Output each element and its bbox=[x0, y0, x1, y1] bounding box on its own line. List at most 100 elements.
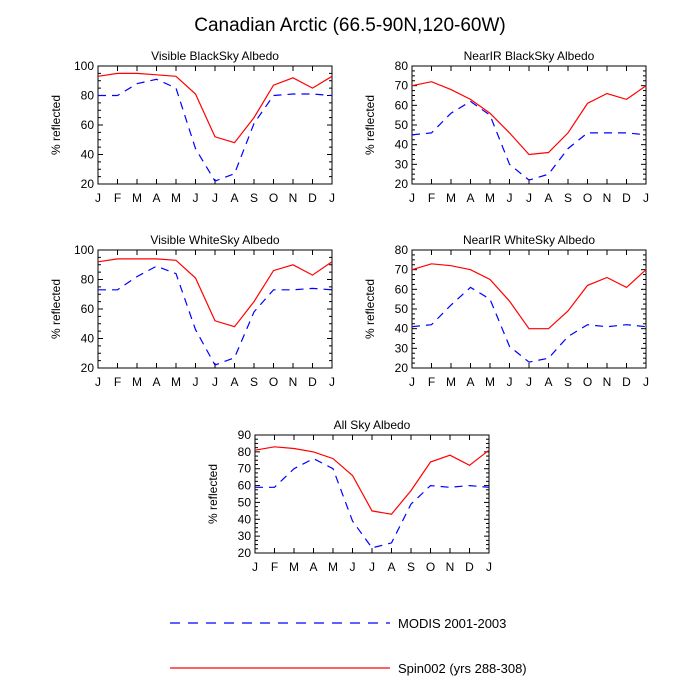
series-line bbox=[97, 72, 333, 144]
x-tick-label: J bbox=[329, 375, 335, 389]
panel-title: All Sky Albedo bbox=[334, 418, 411, 432]
series-line bbox=[98, 78, 333, 182]
x-tick-label: N bbox=[446, 560, 455, 574]
y-axis-label: % reflected bbox=[49, 279, 63, 339]
x-tick-label: J bbox=[193, 191, 199, 205]
x-tick-label: A bbox=[230, 375, 238, 389]
x-tick-label: A bbox=[152, 191, 160, 205]
x-tick-label: F bbox=[114, 375, 121, 389]
x-tick-label: N bbox=[289, 191, 298, 205]
x-tick-label: J bbox=[252, 560, 258, 574]
x-tick-label: J bbox=[369, 560, 375, 574]
plot-frame bbox=[254, 434, 490, 554]
x-tick-label: A bbox=[152, 375, 160, 389]
x-tick-label: N bbox=[603, 191, 612, 205]
x-tick-label: N bbox=[289, 375, 298, 389]
x-tick-label: F bbox=[428, 191, 435, 205]
y-tick-label: 50 bbox=[395, 302, 409, 316]
x-tick-label: N bbox=[603, 375, 612, 389]
x-tick-label: S bbox=[564, 191, 572, 205]
legend-label: Spin002 (yrs 288-308) bbox=[398, 661, 527, 676]
y-tick-label: 20 bbox=[81, 361, 95, 375]
x-tick-label: M bbox=[485, 191, 495, 205]
x-tick-label: J bbox=[486, 560, 492, 574]
x-tick-label: A bbox=[544, 191, 552, 205]
x-tick-label: M bbox=[132, 375, 142, 389]
y-tick-label: 60 bbox=[238, 479, 252, 493]
series-line bbox=[411, 286, 647, 363]
figure-title: Canadian Arctic (66.5-90N,120-60W) bbox=[194, 15, 506, 36]
y-tick-label: 50 bbox=[238, 495, 252, 509]
x-tick-label: A bbox=[230, 191, 238, 205]
y-axis-label: % reflected bbox=[363, 95, 377, 155]
x-tick-label: S bbox=[407, 560, 415, 574]
x-tick-label: O bbox=[269, 375, 278, 389]
x-tick-label: D bbox=[308, 375, 317, 389]
y-tick-label: 40 bbox=[81, 332, 95, 346]
x-tick-label: J bbox=[526, 191, 532, 205]
y-tick-label: 20 bbox=[395, 361, 409, 375]
x-tick-label: J bbox=[350, 560, 356, 574]
x-tick-label: F bbox=[428, 375, 435, 389]
x-tick-label: J bbox=[409, 191, 415, 205]
y-tick-label: 60 bbox=[81, 302, 95, 316]
plot-frame bbox=[97, 65, 333, 185]
series-line bbox=[255, 457, 490, 549]
y-axis-label: % reflected bbox=[206, 464, 220, 524]
x-tick-label: D bbox=[308, 191, 317, 205]
y-tick-label: 70 bbox=[395, 79, 409, 93]
y-tick-label: 100 bbox=[74, 243, 94, 257]
y-tick-label: 60 bbox=[395, 282, 409, 296]
panel-title: NearIR WhiteSky Albedo bbox=[463, 233, 595, 247]
y-tick-label: 60 bbox=[81, 118, 95, 132]
y-tick-label: 40 bbox=[395, 138, 409, 152]
x-tick-label: J bbox=[329, 191, 335, 205]
x-tick-label: M bbox=[485, 375, 495, 389]
x-tick-label: D bbox=[465, 560, 474, 574]
plot-frame bbox=[411, 249, 647, 369]
x-tick-label: M bbox=[132, 191, 142, 205]
series-line bbox=[411, 263, 647, 330]
x-tick-label: M bbox=[446, 375, 456, 389]
series-line bbox=[97, 258, 333, 328]
legend: MODIS 2001-2003 Spin002 (yrs 288-308) bbox=[170, 616, 527, 676]
x-tick-label: M bbox=[446, 191, 456, 205]
x-tick-label: A bbox=[466, 375, 474, 389]
y-tick-label: 30 bbox=[395, 341, 409, 355]
y-tick-label: 40 bbox=[238, 512, 252, 526]
y-tick-label: 80 bbox=[81, 273, 95, 287]
y-tick-label: 80 bbox=[81, 89, 95, 103]
x-tick-label: A bbox=[466, 191, 474, 205]
x-tick-label: M bbox=[328, 560, 338, 574]
x-tick-label: A bbox=[387, 560, 395, 574]
x-tick-label: S bbox=[250, 191, 258, 205]
series-line bbox=[411, 100, 647, 181]
x-tick-label: O bbox=[583, 375, 592, 389]
x-tick-label: A bbox=[544, 375, 552, 389]
y-tick-label: 60 bbox=[395, 98, 409, 112]
y-tick-label: 20 bbox=[395, 177, 409, 191]
panel-title: NearIR BlackSky Albedo bbox=[464, 49, 595, 63]
y-tick-label: 20 bbox=[238, 546, 252, 560]
x-tick-label: O bbox=[269, 191, 278, 205]
y-tick-label: 30 bbox=[395, 157, 409, 171]
series-line bbox=[411, 81, 647, 156]
x-tick-label: M bbox=[289, 560, 299, 574]
y-tick-label: 40 bbox=[81, 148, 95, 162]
x-tick-label: O bbox=[583, 191, 592, 205]
x-tick-label: J bbox=[193, 375, 199, 389]
plot-frame bbox=[97, 249, 333, 369]
y-axis-label: % reflected bbox=[363, 279, 377, 339]
y-tick-label: 50 bbox=[395, 118, 409, 132]
x-tick-label: J bbox=[95, 191, 101, 205]
series-line bbox=[98, 265, 333, 366]
x-tick-label: J bbox=[409, 375, 415, 389]
x-tick-label: M bbox=[171, 375, 181, 389]
x-tick-label: O bbox=[426, 560, 435, 574]
x-tick-label: D bbox=[622, 191, 631, 205]
